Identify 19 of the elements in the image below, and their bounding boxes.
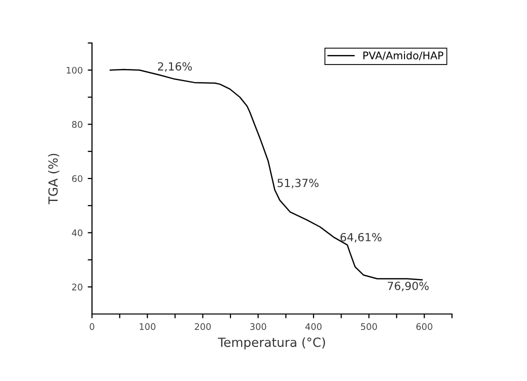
- y-tick-label: 20: [72, 284, 82, 290]
- annotation: 76,90%: [388, 282, 429, 292]
- annotation: 2,16%: [158, 62, 192, 72]
- y-axis-title: TGA (%): [48, 154, 60, 204]
- legend-label: PVA/Amido/HAP: [363, 51, 444, 60]
- y-tick-label: 60: [72, 175, 82, 182]
- x-tick-label: 600: [416, 323, 432, 330]
- x-tick-label: 300: [250, 323, 266, 330]
- x-tick-label: 100: [140, 323, 156, 330]
- x-tick-label: 500: [361, 323, 377, 330]
- x-tick-label: 0: [90, 323, 94, 330]
- x-axis-title: Temperatura (°C): [218, 337, 325, 350]
- x-tick-label: 200: [194, 323, 211, 330]
- y-tick-label: 100: [66, 66, 82, 74]
- x-tick-label: 400: [305, 323, 322, 330]
- y-tick-label: 40: [72, 229, 82, 236]
- y-tick-label: 80: [72, 121, 82, 128]
- annotation: 51,37%: [278, 178, 318, 188]
- annotation: 64,61%: [340, 232, 382, 242]
